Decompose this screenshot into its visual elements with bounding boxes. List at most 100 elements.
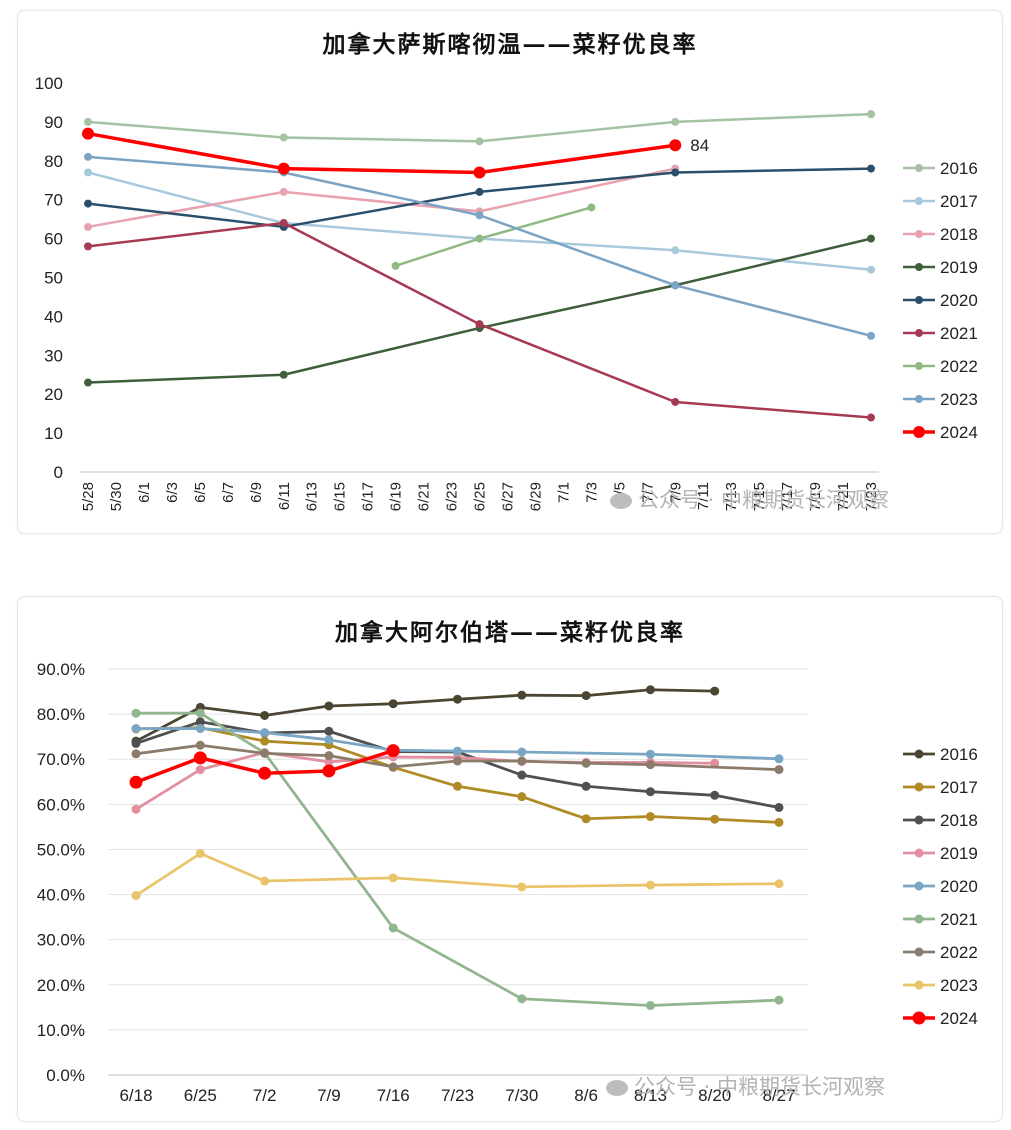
legend-marker-2017 xyxy=(914,782,924,792)
legend-marker-2017 xyxy=(915,197,923,205)
wechat-icon xyxy=(606,1080,628,1096)
data-point-2024 xyxy=(258,766,272,780)
x-tick-label: 5/30 xyxy=(108,482,125,511)
data-point-2021 xyxy=(195,708,205,718)
y-tick-label: 90.0% xyxy=(37,660,85,679)
x-tick-label: 6/18 xyxy=(119,1086,152,1105)
data-point-2019 xyxy=(195,765,205,775)
data-point-2017 xyxy=(517,792,527,802)
x-tick-label: 7/23 xyxy=(863,482,880,511)
x-tick-label: 8/20 xyxy=(698,1086,731,1105)
series-line-2022 xyxy=(395,206,592,268)
legend-marker-2021 xyxy=(915,329,923,337)
y-tick-label: 20.0% xyxy=(37,976,85,995)
y-tick-label: 60.0% xyxy=(37,795,85,814)
data-point-2017 xyxy=(671,246,680,255)
y-tick-label: 80.0% xyxy=(37,705,85,724)
data-point-2019 xyxy=(710,758,720,768)
chart-panel-saskatchewan: 0 10 20 30 40 50 60 70 80 90 100 5/28 5/30 6/1 6/3 6/5 6… xyxy=(17,10,1003,534)
data-point-2022 xyxy=(131,749,141,759)
chart-alberta: 0.0% 10.0% 20.0% 30.0% 40.0% 50.0% 60.0% 70.0% 8… xyxy=(37,660,978,1105)
data-point-2024 xyxy=(129,775,143,789)
series-line-2019 xyxy=(87,237,872,384)
x-tick-label: 7/19 xyxy=(807,482,824,511)
x-tick-label: 7/1 xyxy=(555,482,572,503)
y-tick-label: 60 xyxy=(44,230,63,249)
x-tick-label: 6/25 xyxy=(184,1086,217,1105)
y-tick-label: 30 xyxy=(44,346,63,365)
y-tick-label: 0 xyxy=(54,463,63,482)
data-point-2023 xyxy=(517,882,527,892)
x-tick-label: 6/21 xyxy=(416,482,433,511)
x-tick-label: 6/11 xyxy=(276,482,293,510)
series-line-2018 xyxy=(87,167,676,229)
data-point-2024 xyxy=(193,751,207,765)
x-tick-label: 6/5 xyxy=(192,482,209,503)
x-tick-label: 6/19 xyxy=(388,482,405,511)
data-point-2021 xyxy=(279,219,288,228)
x-tick-label: 7/16 xyxy=(377,1086,410,1105)
data-point-2020 xyxy=(475,187,484,196)
data-point-2023 xyxy=(388,873,398,883)
x-tick-label: 6/23 xyxy=(444,482,461,511)
data-point-2020 xyxy=(774,754,784,764)
data-point-2016 xyxy=(710,686,720,696)
x-tick-label: 7/21 xyxy=(835,482,852,511)
legend-label-2022: 2022 xyxy=(940,357,978,376)
y-tick-label: 50 xyxy=(44,269,63,288)
data-point-2023 xyxy=(645,880,655,890)
data-point-2021 xyxy=(645,1001,655,1011)
data-point-2021 xyxy=(84,242,92,251)
legend-label-2023: 2023 xyxy=(940,390,978,409)
legend-label-2018: 2018 xyxy=(940,811,978,830)
data-point-2018 xyxy=(324,726,334,736)
data-point-2024 xyxy=(386,744,400,758)
data-point-2021 xyxy=(867,413,875,422)
legend-label-2020: 2020 xyxy=(940,291,978,310)
data-point-2023 xyxy=(671,281,680,290)
legend-label-2020: 2020 xyxy=(940,877,978,896)
y-tick-label: 80 xyxy=(44,152,63,171)
data-point-2023 xyxy=(774,879,784,889)
y-tick-label: 100 xyxy=(35,74,63,93)
x-tick-label: 6/17 xyxy=(360,482,377,511)
x-tick-label: 7/17 xyxy=(779,482,796,511)
data-point-2020 xyxy=(517,747,527,757)
data-point-2022 xyxy=(517,756,527,766)
y-tick-label: 40.0% xyxy=(37,886,85,905)
legend-marker-2024 xyxy=(913,426,925,438)
data-point-2016 xyxy=(388,699,398,709)
data-point-2022 xyxy=(581,758,591,768)
data-point-2023 xyxy=(195,849,205,859)
data-point-2017 xyxy=(710,814,720,824)
series-line-2023 xyxy=(135,852,780,897)
legend-marker-2023 xyxy=(914,980,924,990)
data-point-2019 xyxy=(84,378,92,387)
x-tick-label: 6/1 xyxy=(136,482,153,503)
legend-label-2023: 2023 xyxy=(940,976,978,995)
legend-label-2019: 2019 xyxy=(940,258,978,277)
x-tick-label: 7/13 xyxy=(723,482,740,511)
data-point-2018 xyxy=(581,781,591,791)
data-point-2016 xyxy=(324,701,334,711)
watermark-text: 公众号 · 中粮期货长河观察 xyxy=(638,488,890,512)
data-point-2021 xyxy=(131,708,141,718)
legend-label-2017: 2017 xyxy=(940,192,978,211)
x-tick-label: 7/2 xyxy=(253,1086,277,1105)
data-point-2023 xyxy=(475,211,484,220)
x-tick-label: 8/13 xyxy=(634,1086,667,1105)
data-point-2022 xyxy=(587,203,596,212)
data-point-2020 xyxy=(324,735,334,745)
x-tick-label: 7/3 xyxy=(583,482,600,503)
data-point-2020 xyxy=(84,199,92,208)
legend-label-2016: 2016 xyxy=(940,159,978,178)
series-line-2023 xyxy=(87,155,872,338)
y-tick-label: 20 xyxy=(44,385,63,404)
legend-label-2021: 2021 xyxy=(940,910,978,929)
legend-marker-2020 xyxy=(914,881,924,891)
legend-marker-2018 xyxy=(915,230,923,238)
x-tick-label: 6/13 xyxy=(304,482,321,511)
y-tick-label: 90 xyxy=(44,113,63,132)
data-point-2018 xyxy=(710,790,720,800)
x-tick-label: 5/28 xyxy=(80,482,97,511)
